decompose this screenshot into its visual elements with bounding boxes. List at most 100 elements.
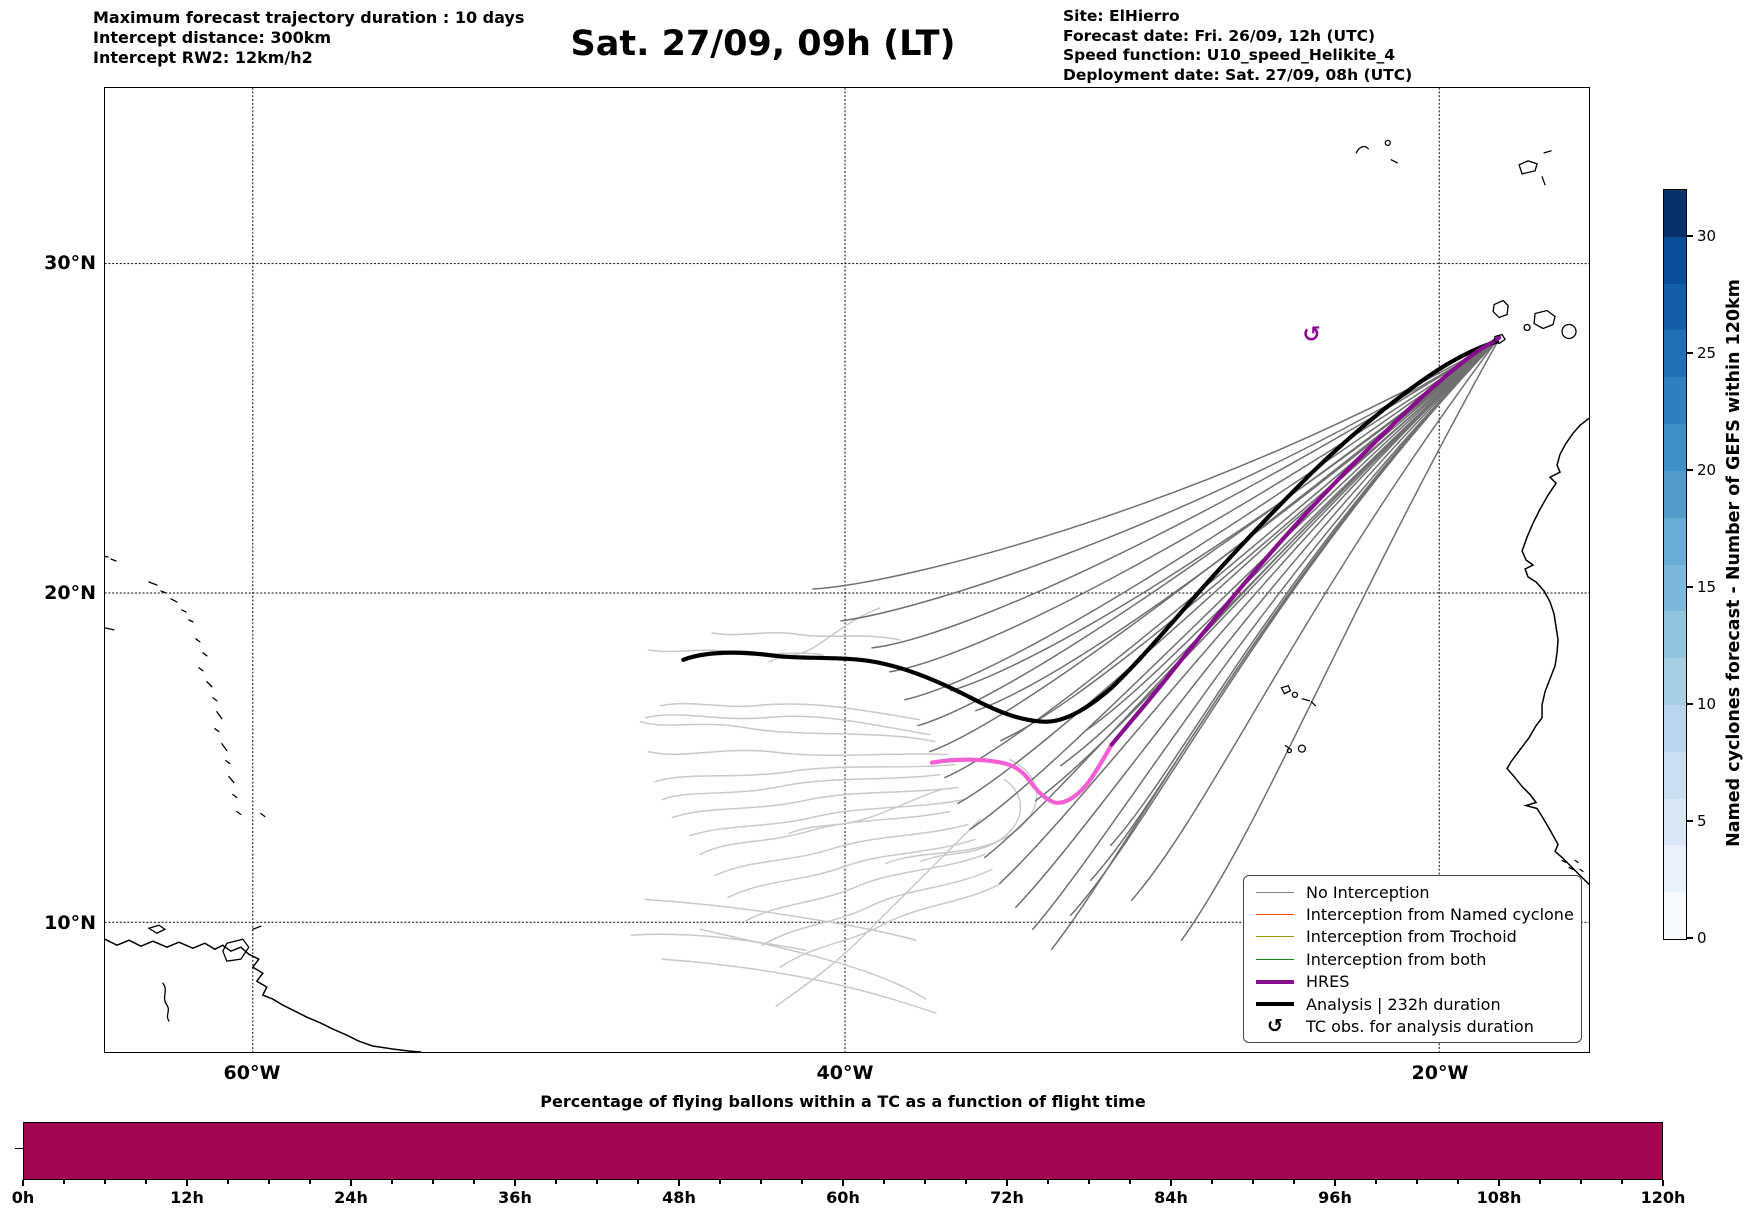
- trajectory-no-interception: [1032, 340, 1497, 931]
- legend-item: Interception from both: [1256, 948, 1581, 970]
- bottom-minor-tick: [145, 1180, 147, 1184]
- legend-item-label: Analysis | 232h duration: [1306, 994, 1501, 1014]
- bottom-minor-tick: [1621, 1180, 1623, 1184]
- bottom-tick-label: 72h: [990, 1188, 1024, 1207]
- xtick-label: 20°W: [1411, 1062, 1469, 1084]
- trajectory-no-interception: [1034, 340, 1497, 802]
- trajectory-no-interception-light: [744, 853, 986, 923]
- trajectory-no-interception-light: [699, 810, 951, 856]
- bottom-minor-tick: [1293, 1180, 1295, 1184]
- island-outline: [1543, 150, 1552, 154]
- trajectory-no-interception: [1180, 341, 1498, 941]
- island-outline: [225, 759, 231, 765]
- bottom-minor-tick: [432, 1180, 434, 1184]
- colorbar-tick: [1687, 820, 1693, 822]
- bottom-major-tick: [678, 1180, 680, 1186]
- island-outline: [1493, 333, 1506, 345]
- bottom-tick-label: 36h: [498, 1188, 532, 1207]
- trajectory-no-interception: [812, 340, 1497, 590]
- trajectory-no-interception-light: [661, 773, 941, 801]
- colorbar-segment: [1664, 283, 1686, 331]
- bottom-bar-chart: [23, 1122, 1663, 1180]
- island-outline: [236, 810, 242, 816]
- trajectory-no-interception-light: [788, 788, 942, 835]
- colorbar: [1663, 189, 1687, 940]
- ytick-label: 10°N: [44, 912, 96, 934]
- bottom-tick-label: 84h: [1154, 1188, 1188, 1207]
- island-outline: [1533, 309, 1556, 330]
- trajectory-no-interception: [889, 340, 1497, 673]
- island-outline: [105, 555, 109, 558]
- legend-item-label: Interception from Named cyclone: [1306, 905, 1574, 925]
- bottom-minor-tick: [760, 1180, 762, 1184]
- trajectory-no-interception-light: [644, 714, 931, 736]
- legend-line-swatch: [1256, 979, 1294, 984]
- bottom-major-tick: [1006, 1180, 1008, 1186]
- colorbar-tick-label: 0: [1697, 929, 1707, 947]
- trajectory-map: ↺: [105, 88, 1589, 1052]
- island-outline: [1523, 323, 1531, 332]
- intercept-distance-text: Intercept distance: 300km: [93, 28, 332, 47]
- island-outline: [198, 667, 204, 672]
- bottom-major-tick: [22, 1180, 24, 1186]
- colorbar-segment: [1664, 377, 1686, 425]
- trajectory-no-interception-light: [647, 749, 949, 757]
- legend-item: HRES: [1256, 971, 1581, 993]
- island-outline: [188, 619, 194, 623]
- island-outline: [1579, 868, 1584, 873]
- island-outline: [206, 681, 213, 688]
- island-outline: [222, 938, 250, 962]
- legend-item-label: HRES: [1306, 972, 1350, 992]
- site-text: Site: ElHierro: [1063, 7, 1180, 25]
- speed-function-text: Speed function: U10_speed_Helikite_4: [1063, 46, 1396, 64]
- colorbar-segment: [1664, 517, 1686, 565]
- bottom-tick-label: 48h: [662, 1188, 696, 1207]
- bottom-minor-tick: [268, 1180, 270, 1184]
- bottom-tick-label: 120h: [1640, 1188, 1686, 1207]
- bottom-minor-tick: [719, 1180, 721, 1184]
- colorbar-tick: [1687, 703, 1693, 705]
- trajectory-no-interception-light: [714, 823, 969, 877]
- bottom-tick-label: 12h: [170, 1188, 204, 1207]
- island-outline: [1284, 744, 1290, 749]
- analysis-track: [681, 339, 1500, 724]
- island-outline: [160, 590, 167, 594]
- legend-line-swatch: [1256, 891, 1294, 893]
- island-outline: [1297, 744, 1307, 753]
- island-outline: [195, 638, 201, 643]
- trajectory-no-interception-light: [775, 818, 981, 1007]
- ytick-label: 30°N: [44, 252, 96, 274]
- bottom-minor-tick: [1375, 1180, 1377, 1184]
- trajectory-no-interception: [1089, 340, 1497, 882]
- legend-line-swatch: [1256, 1002, 1294, 1007]
- bottom-minor-tick: [883, 1180, 885, 1184]
- legend-line-swatch: [1256, 914, 1294, 916]
- trajectory-no-interception-light: [659, 702, 921, 721]
- island-outline: [1518, 160, 1538, 175]
- legend-item-label: No Interception: [1306, 882, 1430, 902]
- max-duration-text: Maximum forecast trajectory duration : 1…: [93, 8, 525, 27]
- island-outline: [110, 558, 117, 562]
- bottom-minor-tick: [637, 1180, 639, 1184]
- bottom-major-tick: [350, 1180, 352, 1186]
- bottom-minor-tick: [965, 1180, 967, 1184]
- trajectory-no-interception-light: [885, 758, 1038, 865]
- trajectory-no-interception: [904, 340, 1497, 701]
- colorbar-segment: [1664, 704, 1686, 752]
- island-outline: [232, 793, 238, 799]
- colorbar-tick: [1687, 352, 1693, 354]
- island-outline: [260, 812, 266, 818]
- bottom-minor-tick: [1252, 1180, 1254, 1184]
- figure-title: Sat. 27/09, 09h (LT): [570, 24, 956, 64]
- colorbar-segment: [1664, 798, 1686, 846]
- trajectory-no-interception-light: [661, 958, 937, 1014]
- trajectory-no-interception: [1059, 340, 1497, 767]
- colorbar-segment: [1664, 236, 1686, 284]
- bottom-minor-tick: [1129, 1180, 1131, 1184]
- island-outline: [1301, 698, 1311, 702]
- bottom-tick-label: 96h: [1318, 1188, 1352, 1207]
- trajectory-no-interception: [1015, 340, 1497, 909]
- bottom-minor-tick: [1047, 1180, 1049, 1184]
- colorbar-tick: [1687, 469, 1693, 471]
